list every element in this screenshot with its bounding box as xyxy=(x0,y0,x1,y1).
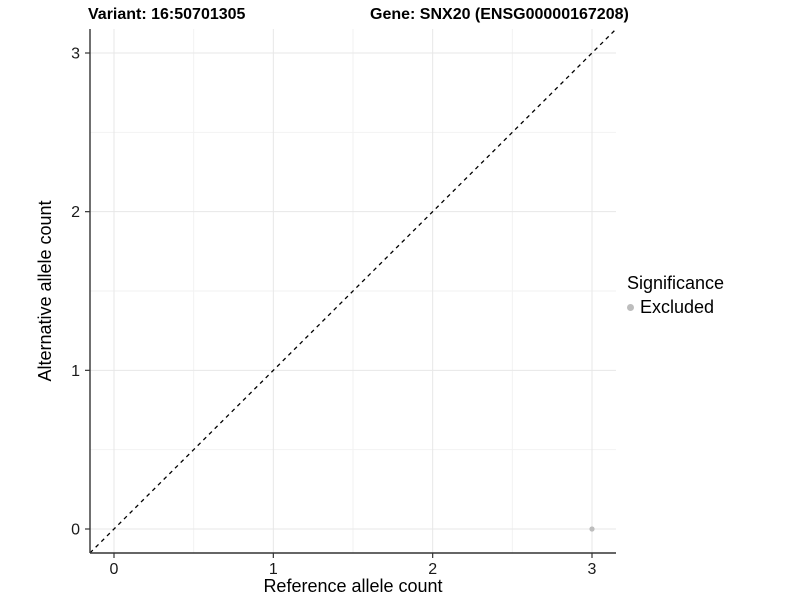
x-tick-label: 0 xyxy=(110,561,119,578)
plot-title-variant: Variant: 16:50701305 xyxy=(88,6,246,23)
y-tick-label: 0 xyxy=(71,522,80,539)
identity-dashed-line xyxy=(89,28,617,554)
x-tick-label: 2 xyxy=(428,561,437,578)
y-tick-label: 3 xyxy=(71,46,80,63)
y-tick-label: 1 xyxy=(71,363,80,380)
legend-title: Significance xyxy=(627,273,725,293)
data-point xyxy=(589,526,595,532)
legend: Significance Excluded xyxy=(627,272,724,318)
legend-point-icon xyxy=(627,303,634,311)
y-axis-title: Alternative allele count xyxy=(35,200,55,382)
legend-item-excluded: Excluded xyxy=(627,296,724,318)
legend-item-label: Excluded xyxy=(640,297,715,317)
x-tick-label: 1 xyxy=(269,561,278,578)
y-tick-label: 2 xyxy=(71,204,80,221)
plot-title-gene: Gene: SNX20 (ENSG00000167208) xyxy=(370,6,629,23)
x-tick-label: 3 xyxy=(588,561,597,578)
x-axis-title: Reference allele count xyxy=(263,576,443,596)
